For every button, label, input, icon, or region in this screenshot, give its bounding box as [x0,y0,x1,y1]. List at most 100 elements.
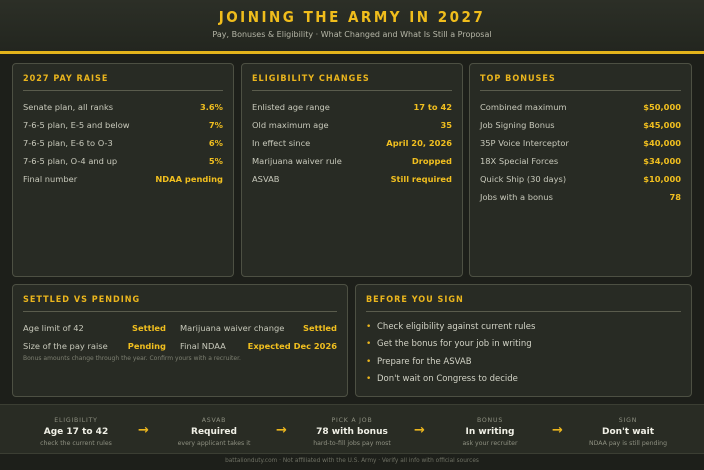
eligibility-row: Old maximum age 35 [252,116,452,134]
row-value: 78 [669,192,681,202]
before-sign-checklist: • Check eligibility against current rules… [366,318,681,388]
eligibility-row: In effect since April 20, 2026 [252,134,452,152]
page-subtitle: Pay, Bonuses & Eligibility · What Change… [212,30,492,39]
row-label: 7-6-5 plan, E-6 to O-3 [23,138,113,148]
pay-raise-card: 2027 PAY RAISE Senate plan, all ranks 3.6… [12,63,234,277]
bullet-icon: • [366,339,372,350]
checklist-item-text: Get the bonus for your job in writing [377,339,532,350]
eligibility-title: ELIGIBILITY CHANGES [252,74,452,91]
step-value: Required [191,427,237,437]
page-title: JOINING THE ARMY IN 2027 [218,8,486,26]
checklist-item-text: Don't wait on Congress to decide [377,374,518,385]
pay-raise-rows: Senate plan, all ranks 3.6% 7-6-5 plan, E… [23,98,223,188]
step-label: ELIGIBILITY [54,417,98,424]
eligibility-row: Marijuana waiver rule Dropped [252,152,452,170]
bullet-icon: • [366,356,372,367]
row-value: Still required [390,174,452,184]
row-label: Enlisted age range [252,102,330,112]
bonus-row: Combined maximum $50,000 [480,98,681,116]
page-header: JOINING THE ARMY IN 2027 Pay, Bonuses & … [0,0,704,54]
step-pick-a-job: PICK A JOB 78 with bonus hard-to-fill jo… [282,405,422,447]
row-value: 7% [208,120,223,130]
step-bonus: BONUS In writing ask your recruiter [420,405,560,447]
row-label: 7-6-5 plan, O-4 and up [23,156,118,166]
row-value: 17 to 42 [413,102,452,112]
step-subtext: NDAA pay is still pending [588,440,668,447]
before-sign-card: BEFORE YOU SIGN • Check eligibility again… [355,284,692,397]
bonuses-rows: Combined maximum $50,000 Job Signing Bonu… [480,98,681,206]
bonus-row: 18X Special Forces $34,000 [480,152,681,170]
row-value: $40,000 [643,138,681,148]
bonus-row: Job Signing Bonus $45,000 [480,116,681,134]
row-label: In effect since [252,138,311,148]
step-value: Don't wait [601,427,655,437]
row-value: April 20, 2026 [386,138,452,148]
eligibility-row: ASVAB Still required [252,170,452,188]
step-label: BONUS [476,417,504,424]
cell-label: Final NDAA [180,341,226,351]
arrow-right-icon: → [414,423,425,438]
row-label: ASVAB [252,174,280,184]
eligibility-card: ELIGIBILITY CHANGES Enlisted age range 17… [241,63,463,277]
row-label: 18X Special Forces [480,156,559,166]
arrow-right-icon: → [276,423,287,438]
settled-grid: Age limit of 42 Settled Marijuana waiver … [23,319,337,355]
checklist-item: • Get the bonus for your job in writing [366,336,681,354]
row-value: 6% [208,138,223,148]
row-label: Combined maximum [480,102,567,112]
step-value: 78 with bonus [316,427,388,437]
bullet-icon: • [366,321,372,332]
row-label: Jobs with a bonus [480,192,553,202]
step-label: ASVAB [201,417,227,424]
bonuses-title: TOP BONUSES [480,74,681,91]
cell-value: Pending [127,341,166,351]
pay-raise-row: Final number NDAA pending [23,170,223,188]
settled-row: Size of the pay raise Pending Final NDAA E… [23,337,337,355]
step-subtext: check the current rules [40,440,112,447]
bonus-row: Jobs with a bonus 78 [480,188,681,206]
checklist-item-text: Prepare for the ASVAB [377,356,472,367]
checklist-item-text: Check eligibility against current rules [377,321,536,332]
row-label: Job Signing Bonus [480,120,555,130]
step-sign: SIGN Don't wait NDAA pay is still pendin… [558,405,698,447]
row-value: 3.6% [199,102,223,112]
row-value: 35 [440,120,452,130]
settled-cell: Age limit of 42 Settled [23,323,180,333]
step-subtext: hard-to-fill jobs pay most [313,440,391,447]
row-value: $34,000 [643,156,681,166]
row-label: Quick Ship (30 days) [480,174,567,184]
checklist-item: • Check eligibility against current rules [366,318,681,336]
step-asvab: ASVAB Required every applicant takes it [144,405,284,447]
pay-raise-row: Senate plan, all ranks 3.6% [23,98,223,116]
step-subtext: ask your recruiter [462,440,518,447]
eligibility-rows: Enlisted age range 17 to 42 Old maximum a… [252,98,452,188]
settled-card: SETTLED VS PENDING Age limit of 42 Settle… [12,284,348,397]
cell-value: Expected Dec 2026 [247,341,337,351]
step-value: In writing [465,427,515,437]
settled-cell: Marijuana waiver change Settled [180,323,337,333]
row-label: Senate plan, all ranks [23,102,114,112]
footer-disclaimer: battalionduty.com · Not affiliated with … [225,458,479,464]
step-subtext: every applicant takes it [177,440,251,447]
pay-raise-title: 2027 PAY RAISE [23,74,223,91]
settled-title: SETTLED VS PENDING [23,295,337,312]
row-value: NDAA pending [155,174,223,184]
step-label: PICK A JOB [331,417,373,424]
row-value: 5% [208,156,223,166]
row-label: Old maximum age [252,120,329,130]
row-value: Dropped [411,156,452,166]
pay-raise-row: 7-6-5 plan, O-4 and up 5% [23,152,223,170]
bonus-row: 35P Voice Interceptor $40,000 [480,134,681,152]
bonuses-card: TOP BONUSES Combined maximum $50,000 Job … [469,63,692,277]
pay-raise-row: 7-6-5 plan, E-6 to O-3 6% [23,134,223,152]
bonus-disclaimer-note: Bonus amounts change through the year. C… [23,355,241,362]
step-eligibility: ELIGIBILITY Age 17 to 42 check the curre… [6,405,146,447]
settled-cell: Final NDAA Expected Dec 2026 [180,341,337,351]
cell-value: Settled [132,323,166,333]
arrow-right-icon: → [552,423,563,438]
row-label: Marijuana waiver rule [252,156,342,166]
cell-value: Settled [303,323,337,333]
arrow-right-icon: → [138,423,149,438]
process-steps-strip: ELIGIBILITY Age 17 to 42 check the curre… [0,404,704,454]
settled-cell: Size of the pay raise Pending [23,341,180,351]
